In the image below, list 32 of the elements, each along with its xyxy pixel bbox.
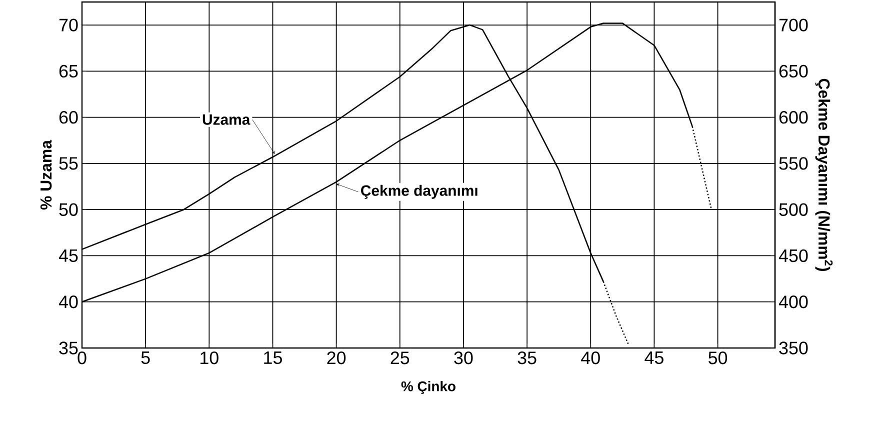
y2-tick-label: 400 bbox=[778, 296, 808, 308]
y2-tick-label: 500 bbox=[779, 203, 808, 216]
y-tick-label: 60 bbox=[59, 110, 78, 124]
x-tick-label: 5 bbox=[141, 352, 150, 364]
y2-tick-label: 600 bbox=[779, 110, 808, 124]
y-tick-label: 55 bbox=[59, 157, 78, 170]
x-tick-label: 50 bbox=[708, 352, 728, 364]
x-tick-label: 25 bbox=[390, 352, 410, 364]
y-tick-label: 45 bbox=[58, 249, 78, 262]
y2-tick-label: 450 bbox=[778, 249, 808, 262]
y2-tick-label: 350 bbox=[779, 342, 808, 354]
x-tick-label: 20 bbox=[327, 352, 346, 364]
x-tick-label: 15 bbox=[264, 352, 282, 364]
y2-tick-label: 650 bbox=[779, 64, 808, 78]
x-tick-label: 40 bbox=[581, 352, 600, 364]
y-tick-label: 50 bbox=[59, 203, 78, 216]
x-axis-title: % Çinko bbox=[401, 381, 456, 394]
x-tick-label: 35 bbox=[518, 352, 536, 364]
text: Uzama bbox=[202, 114, 250, 125]
x-tick-label: 30 bbox=[454, 352, 473, 364]
y2-axis-title: Çekme Dayanımı (N/mm$^{2}$) bbox=[815, 78, 833, 272]
y-tick-label: 35 bbox=[59, 342, 78, 354]
y-axis-title: % Uzama bbox=[40, 140, 52, 210]
y-tick-label: 40 bbox=[58, 296, 78, 308]
x-tick-label: 10 bbox=[200, 352, 218, 364]
y2-tick-label: 700 bbox=[779, 18, 808, 32]
x-tick-label: 0 bbox=[78, 352, 86, 364]
y-tick-label: 65 bbox=[59, 64, 78, 78]
y2-tick-label: 550 bbox=[779, 157, 808, 170]
x-tick-label: 45 bbox=[644, 352, 664, 364]
legend-label: Çekme dayanımı bbox=[361, 184, 478, 199]
y-tick-label: 70 bbox=[59, 18, 78, 32]
